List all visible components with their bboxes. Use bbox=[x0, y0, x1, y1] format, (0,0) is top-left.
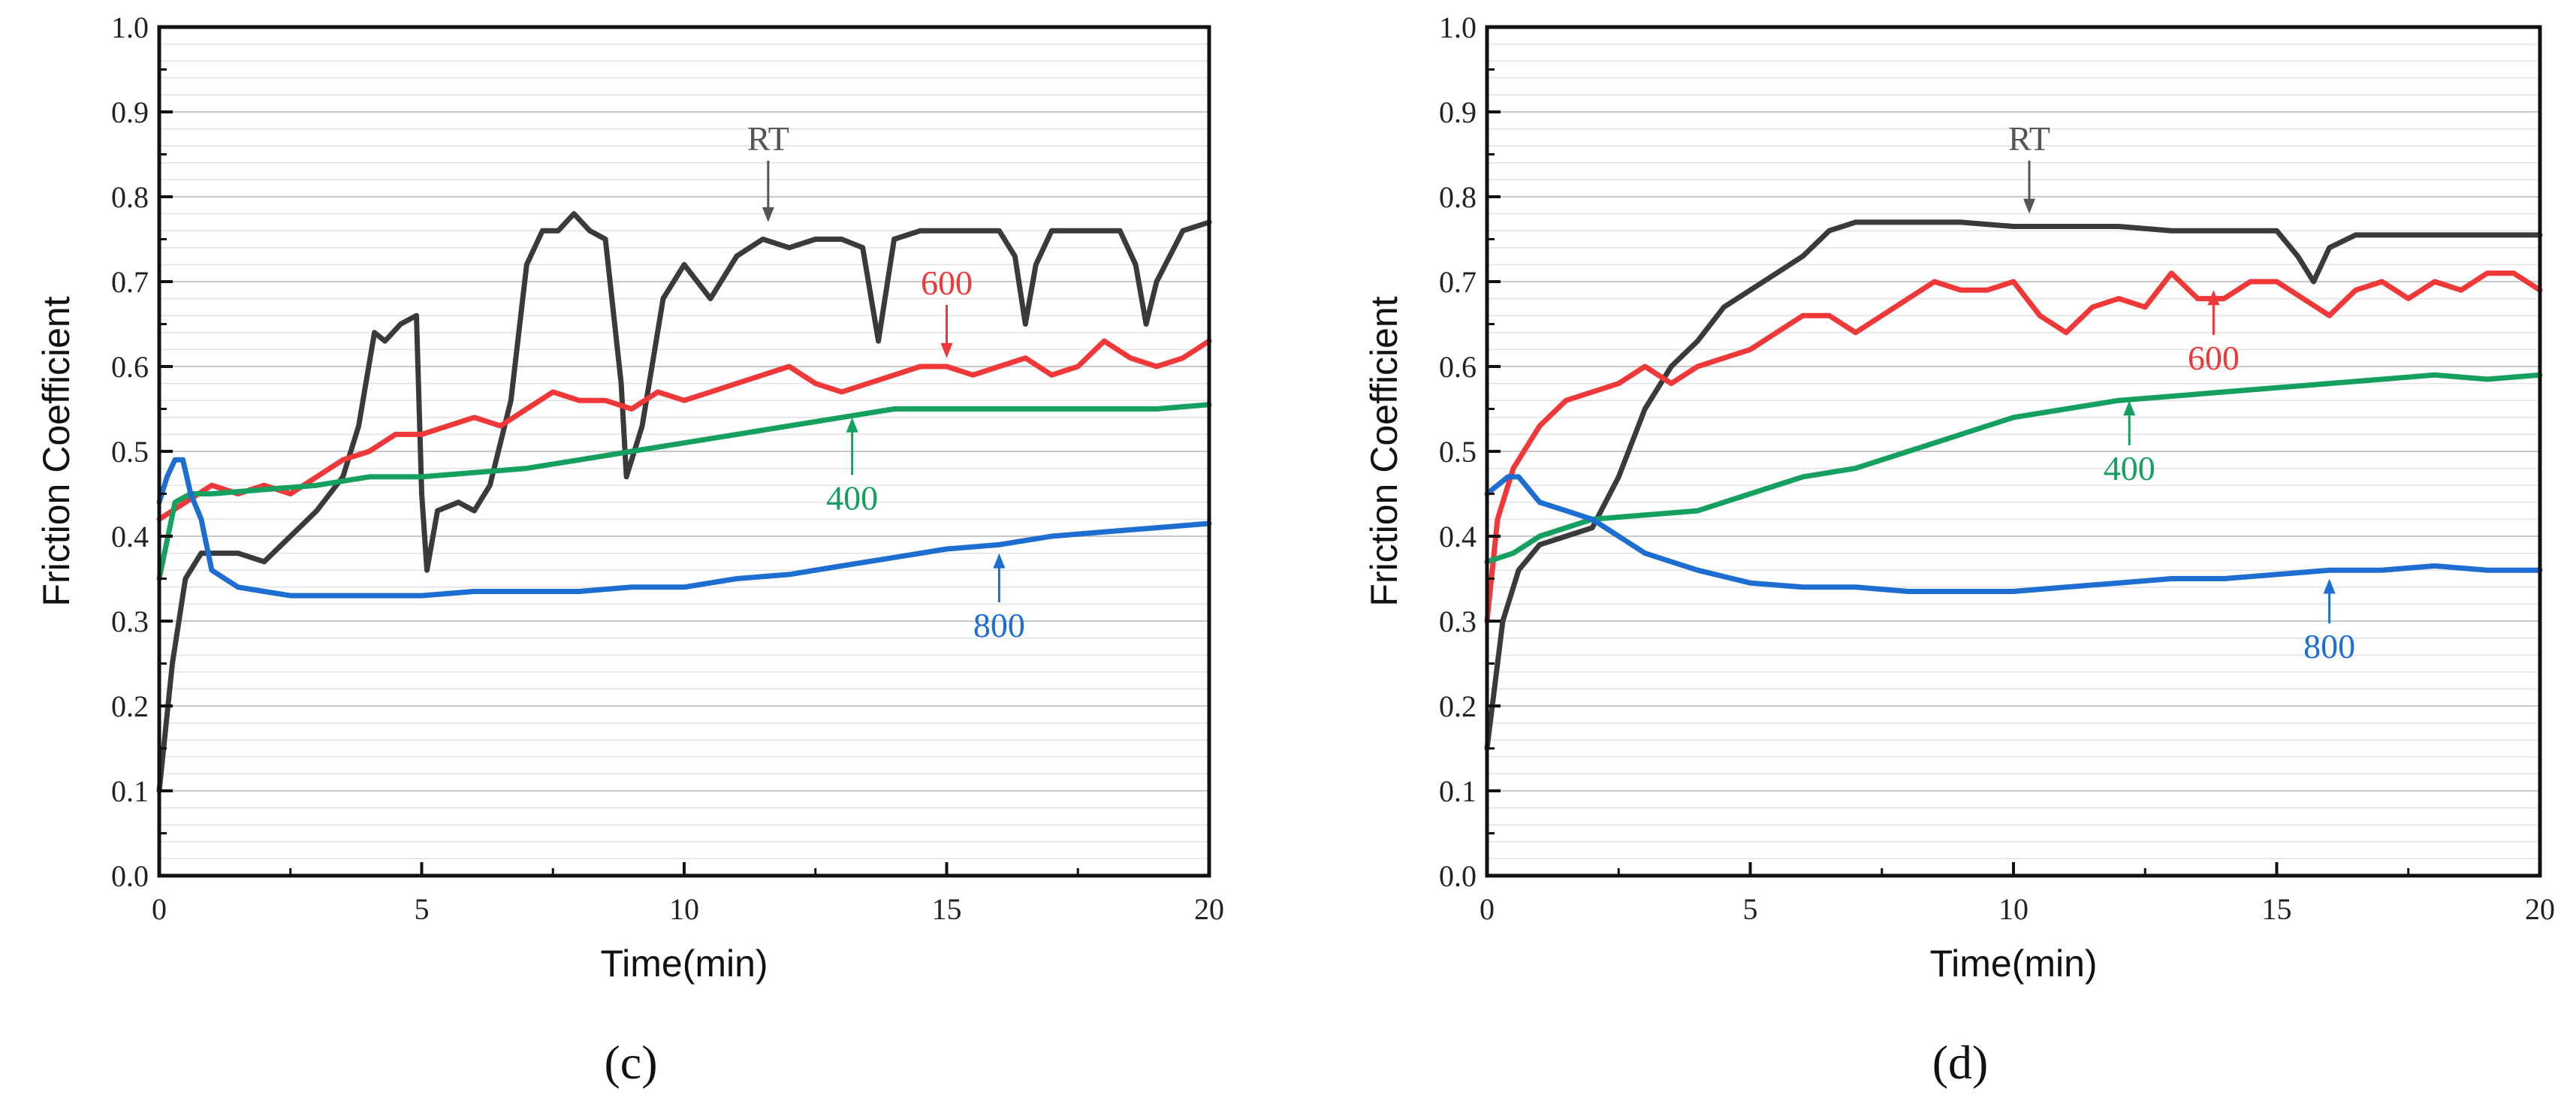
y-tick-label: 0.8 bbox=[111, 180, 149, 214]
annotation-label-400: 400 bbox=[2104, 449, 2155, 487]
y-tick-label: 0.2 bbox=[111, 689, 149, 723]
series-line-rt bbox=[156, 211, 1212, 794]
x-tick-label: 0 bbox=[1480, 892, 1495, 926]
x-axis-title: Time(min) bbox=[1929, 943, 2097, 985]
y-tick-label: 0.0 bbox=[1439, 859, 1477, 893]
annotation-label-600: 600 bbox=[921, 264, 973, 302]
series-line-600 bbox=[1484, 270, 2543, 624]
y-tick-label: 0.3 bbox=[111, 605, 149, 638]
gridlines bbox=[159, 43, 1209, 860]
y-tick-label: 0.6 bbox=[111, 350, 149, 384]
x-tick-label: 15 bbox=[932, 892, 962, 926]
annotation-label-rt: RT bbox=[2008, 119, 2050, 158]
y-tick-label: 0.0 bbox=[111, 859, 149, 893]
panel-d: 0.0 0.1 0.2 0.3 0.4 0.5 0.6 0.7 0.8 0.9 1.0 0 5 10 15 2… bbox=[1363, 11, 2555, 1089]
x-tick-label: 5 bbox=[415, 892, 430, 926]
series-line-400 bbox=[156, 402, 1212, 581]
annotation-arrow-head bbox=[846, 417, 858, 433]
series-line-800 bbox=[1484, 474, 2543, 594]
x-axis-title: Time(min) bbox=[600, 943, 768, 985]
x-tick-label: 20 bbox=[2525, 892, 2555, 926]
y-tick-label: 0.3 bbox=[1439, 605, 1477, 638]
y-tick-label: 1.0 bbox=[1439, 11, 1477, 44]
panel-label: (d) bbox=[1932, 1036, 1989, 1089]
y-axis-title: Friction Coefficient bbox=[35, 296, 77, 606]
x-tick-label: 5 bbox=[1743, 892, 1758, 926]
series-line-800 bbox=[156, 457, 1212, 599]
y-tick-label: 0.6 bbox=[1439, 350, 1477, 384]
y-tick-label: 1.0 bbox=[111, 11, 149, 44]
annotation-label-600: 600 bbox=[2188, 339, 2240, 377]
y-axis-title: Friction Coefficient bbox=[1363, 296, 1405, 606]
y-tick-label: 0.7 bbox=[1439, 265, 1477, 299]
x-tick-label: 20 bbox=[1194, 892, 1224, 926]
y-tick-label: 0.9 bbox=[1439, 95, 1477, 129]
annotation-arrow-head bbox=[993, 553, 1006, 569]
y-tick-label: 0.8 bbox=[1439, 180, 1477, 214]
series-line-600 bbox=[156, 338, 1212, 522]
x-tick-label: 10 bbox=[669, 892, 699, 926]
x-tick-label: 15 bbox=[2262, 892, 2292, 926]
x-tick-label: 10 bbox=[1998, 892, 2029, 926]
panel-label: (c) bbox=[604, 1036, 657, 1089]
y-tick-label: 0.4 bbox=[1439, 520, 1477, 554]
annotation-arrow-head bbox=[940, 342, 953, 358]
y-tick-label: 0.1 bbox=[1439, 774, 1477, 808]
annotation-arrow-head bbox=[2207, 290, 2220, 306]
panel-c: 0.0 0.1 0.2 0.3 0.4 0.5 0.6 0.7 0.8 0.9 1.0 0 5 10 15 2… bbox=[35, 11, 1224, 1089]
series-line-400 bbox=[1484, 372, 2543, 565]
annotation-arrow-head bbox=[2023, 198, 2036, 214]
y-tick-label: 0.4 bbox=[111, 520, 149, 554]
y-tick-label: 0.9 bbox=[111, 95, 149, 129]
y-tick-label: 0.7 bbox=[111, 265, 149, 299]
annotation-label-400: 400 bbox=[826, 478, 878, 517]
annotation-label-800: 800 bbox=[2303, 627, 2355, 665]
annotation-label-800: 800 bbox=[973, 606, 1025, 644]
x-tick-label: 0 bbox=[152, 892, 167, 926]
gridlines bbox=[1487, 43, 2540, 860]
y-tick-label: 0.1 bbox=[111, 774, 149, 808]
y-tick-label: 0.2 bbox=[1439, 689, 1477, 723]
annotation-label-rt: RT bbox=[747, 119, 789, 158]
y-tick-label: 0.5 bbox=[1439, 435, 1477, 469]
annotation-arrow-head bbox=[2323, 578, 2336, 594]
annotation-arrow-head bbox=[2123, 400, 2136, 416]
y-tick-label: 0.5 bbox=[111, 435, 149, 469]
annotation-arrow-head bbox=[762, 207, 774, 222]
